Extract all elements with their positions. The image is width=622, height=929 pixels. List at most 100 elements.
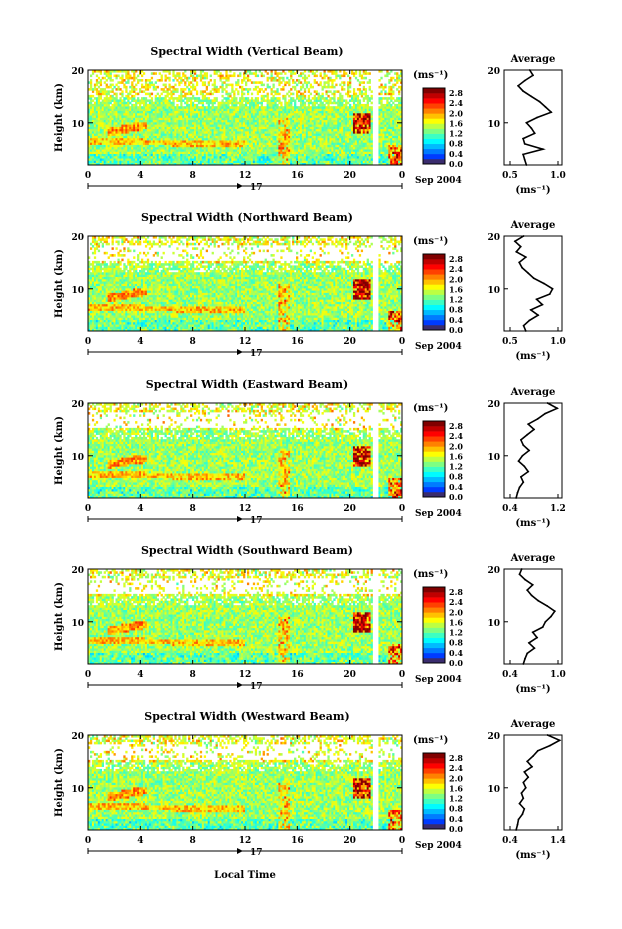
heatmap-cell [164, 162, 167, 165]
heatmap-cell [392, 128, 395, 132]
heatmap-cell [317, 158, 320, 161]
heatmap-cell [139, 128, 142, 132]
heatmap-cell [237, 112, 240, 116]
heatmap-cell [203, 153, 207, 157]
heatmap-cell [335, 146, 338, 150]
heatmap-cell [294, 149, 297, 152]
heatmap-cell [109, 126, 112, 130]
heatmap-cell [188, 122, 191, 125]
heatmap-cell [303, 115, 307, 118]
heatmap-cell [176, 149, 179, 152]
heatmap-cell [174, 146, 177, 150]
heatmap-cell [146, 142, 150, 145]
heatmap-cell [325, 101, 328, 105]
heatmap-cell [223, 151, 226, 154]
heatmap-cell [103, 131, 106, 134]
heatmap-cell [144, 106, 148, 109]
heatmap-cell [274, 106, 277, 109]
heatmap-cell [270, 128, 273, 132]
heatmap-cell [219, 140, 222, 143]
heatmap-cell [398, 135, 401, 139]
heatmap-cell [364, 137, 367, 141]
heatmap-cell [174, 90, 177, 93]
heatmap-cell [358, 140, 362, 143]
heatmap-cell [111, 115, 114, 118]
heatmap-cell [343, 149, 346, 152]
heatmap-cell [190, 92, 193, 96]
heatmap-cell [107, 103, 110, 107]
heatmap-cell [162, 110, 165, 114]
heatmap-cell [317, 99, 320, 102]
heatmap-cell [354, 144, 358, 148]
heatmap-cell [337, 151, 340, 154]
heatmap-cell [186, 117, 189, 121]
heatmap-cell [339, 112, 342, 116]
heatmap-cell [235, 135, 238, 139]
heatmap-cell [135, 155, 138, 159]
heatmap-cell [360, 103, 364, 107]
heatmap-cell [170, 155, 173, 159]
heatmap-cell [239, 117, 242, 121]
heatmap-cell [146, 99, 150, 102]
heatmap-cell [135, 119, 138, 123]
heatmap-cell [121, 90, 124, 93]
heatmap-cell [366, 103, 369, 107]
heatmap-cell [170, 133, 173, 136]
heatmap-cell [137, 122, 140, 125]
heatmap-cell [182, 99, 185, 102]
heatmap-cell [101, 108, 104, 112]
heatmap-cell [115, 140, 118, 143]
heatmap-cell [313, 149, 316, 152]
heatmap-cell [392, 137, 395, 141]
heatmap-cell [225, 126, 228, 130]
heatmap-cell [347, 110, 350, 114]
heatmap-cell [299, 112, 303, 116]
heatmap-cell [252, 103, 256, 107]
heatmap-cell [117, 160, 120, 164]
heatmap-cell [184, 149, 187, 152]
heatmap-cell [356, 162, 360, 165]
heatmap-cell [349, 112, 352, 116]
heatmap-cell [223, 110, 226, 114]
heatmap-cell [119, 124, 122, 127]
heatmap-cell [305, 133, 309, 136]
heatmap-cell [172, 115, 175, 118]
heatmap-cell [252, 160, 256, 164]
heatmap-cell [109, 124, 112, 127]
heatmap-cell [101, 133, 104, 136]
heatmap-cell [89, 110, 93, 114]
heatmap-cell [282, 126, 285, 130]
heatmap-cell [305, 106, 309, 109]
heatmap-cell [329, 122, 332, 125]
heatmap-cell [354, 162, 358, 165]
heatmap-cell [354, 124, 358, 127]
heatmap-cell [288, 124, 291, 127]
heatmap-cell [166, 90, 169, 93]
heatmap-cell [192, 83, 195, 87]
heatmap-cell [311, 144, 314, 148]
heatmap-cell [142, 99, 146, 102]
heatmap-cell [115, 83, 118, 87]
heatmap-cell [313, 142, 316, 145]
heatmap-cell [164, 142, 167, 145]
heatmap-cell [182, 110, 185, 114]
heatmap-cell [297, 106, 301, 109]
heatmap-cell [358, 112, 362, 116]
heatmap-cell [347, 162, 350, 165]
heatmap-cell [197, 160, 201, 164]
heatmap-cell [278, 140, 281, 143]
heatmap-cell [103, 122, 106, 125]
heatmap-cell [384, 112, 387, 116]
heatmap-cell [235, 97, 238, 100]
heatmap-cell [174, 122, 177, 125]
heatmap-cell [101, 119, 104, 123]
heatmap-cell [115, 151, 118, 154]
heatmap-cell [333, 85, 336, 89]
heatmap-cell [133, 133, 136, 136]
heatmap-cell [186, 158, 189, 161]
heatmap-cell [146, 112, 150, 116]
heatmap-cell [125, 119, 128, 123]
heatmap-cell [144, 83, 148, 87]
heatmap-cell [235, 160, 238, 164]
heatmap-cell [166, 108, 169, 112]
